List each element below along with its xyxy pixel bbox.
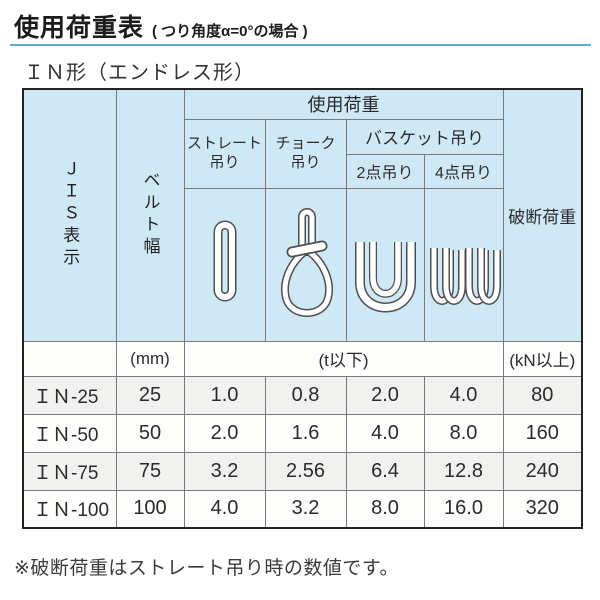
choke-hitch-line1: チョーク: [275, 134, 336, 152]
choke-hitch-icon-cell: [264, 187, 347, 342]
breaking-load-cell: 320: [502, 489, 583, 529]
belt-width-column-header: ベルト幅: [115, 88, 185, 342]
model-cell: ＩＮ-25: [22, 375, 117, 415]
choke-load-cell: 2.56: [264, 451, 347, 491]
basket2-load-cell: 2.0: [345, 375, 425, 415]
breaking-load-header: 破断荷重: [502, 88, 583, 342]
basket2-load-cell: 8.0: [345, 489, 425, 529]
basket-4point-header: 4点吊り: [423, 153, 504, 189]
load-spec-table: ＪＩＳ表示 ベルト幅 使用荷重 破断荷重 ストレート 吊り チョーク 吊り バス…: [22, 88, 583, 529]
choke-hitch-icon: [280, 207, 333, 317]
model-cell: ＩＮ-100: [22, 489, 117, 529]
jis-label-text: ＪＩＳ表示: [60, 160, 80, 271]
units-blank-cell: [22, 340, 117, 377]
basket-hitch-header: バスケット吊り: [345, 118, 504, 155]
straight-hitch-icon: [213, 220, 236, 301]
belt-width-cell: 100: [115, 489, 185, 529]
basket-2point-icon-cell: [345, 187, 425, 342]
belt-width-cell: 75: [115, 451, 185, 491]
straight-hitch-line1: ストレート: [186, 134, 262, 152]
straight-load-cell: 1.0: [183, 375, 266, 415]
model-cell: ＩＮ-75: [22, 451, 117, 491]
page-title-row: 使用荷重表 ( つり角度α=0°の場合 ): [14, 8, 308, 44]
choke-hitch-header: チョーク 吊り: [264, 118, 347, 189]
straight-hitch-icon-cell: [183, 187, 266, 342]
basket4-load-cell: 16.0: [423, 489, 504, 529]
breaking-load-cell: 80: [502, 375, 583, 415]
breaking-load-footnote: ※破断荷重はストレート吊り時の数値です。: [14, 558, 400, 579]
product-type-subtitle: ＩＮ形（エンドレス形）: [24, 62, 255, 84]
unit-tons: (t以下): [183, 340, 504, 377]
choke-load-cell: 0.8: [264, 375, 347, 415]
unit-mm: (mm): [115, 340, 185, 377]
choke-load-cell: 3.2: [264, 489, 347, 529]
breaking-load-cell: 160: [502, 413, 583, 453]
table-row-in50: ＩＮ-50 50 2.0 1.6 4.0 8.0 160: [22, 413, 583, 453]
straight-load-cell: 2.0: [183, 413, 266, 453]
belt-width-text: ベルト幅: [140, 171, 160, 260]
table-row-in75: ＩＮ-75 75 3.2 2.56 6.4 12.8 240: [22, 451, 583, 491]
basket2-load-cell: 4.0: [345, 413, 425, 453]
straight-load-cell: 3.2: [183, 451, 266, 491]
title-accent-divider: [10, 44, 591, 46]
straight-load-cell: 4.0: [183, 489, 266, 529]
basket-4point-icon-cell: [423, 187, 504, 342]
straight-hitch-header: ストレート 吊り: [183, 118, 266, 189]
page-title-note: ( つり角度α=0°の場合 ): [152, 23, 308, 40]
jis-label-column-header: ＪＩＳ表示: [22, 88, 117, 342]
choke-hitch-line2: 吊り: [290, 153, 321, 171]
basket4-load-cell: 4.0: [423, 375, 504, 415]
choke-load-cell: 1.6: [264, 413, 347, 453]
basket4-load-cell: 12.8: [423, 451, 504, 491]
breaking-load-cell: 240: [502, 451, 583, 491]
basket2-load-cell: 6.4: [345, 451, 425, 491]
table-row-in100: ＩＮ-100 100 4.0 3.2 8.0 16.0 320: [22, 489, 583, 529]
unit-kn: (kN以上): [502, 340, 583, 377]
page-title: 使用荷重表: [14, 14, 145, 42]
basket-2point-icon: [354, 241, 416, 312]
belt-width-cell: 50: [115, 413, 185, 453]
basket-4point-icon: [429, 247, 501, 305]
basket-2point-header: 2点吊り: [345, 153, 425, 189]
basket4-load-cell: 8.0: [423, 413, 504, 453]
straight-hitch-line2: 吊り: [209, 153, 240, 171]
working-load-header: 使用荷重: [183, 88, 504, 120]
belt-width-cell: 25: [115, 375, 185, 415]
model-cell: ＩＮ-50: [22, 413, 117, 453]
table-row-in25: ＩＮ-25 25 1.0 0.8 2.0 4.0 80: [22, 375, 583, 415]
